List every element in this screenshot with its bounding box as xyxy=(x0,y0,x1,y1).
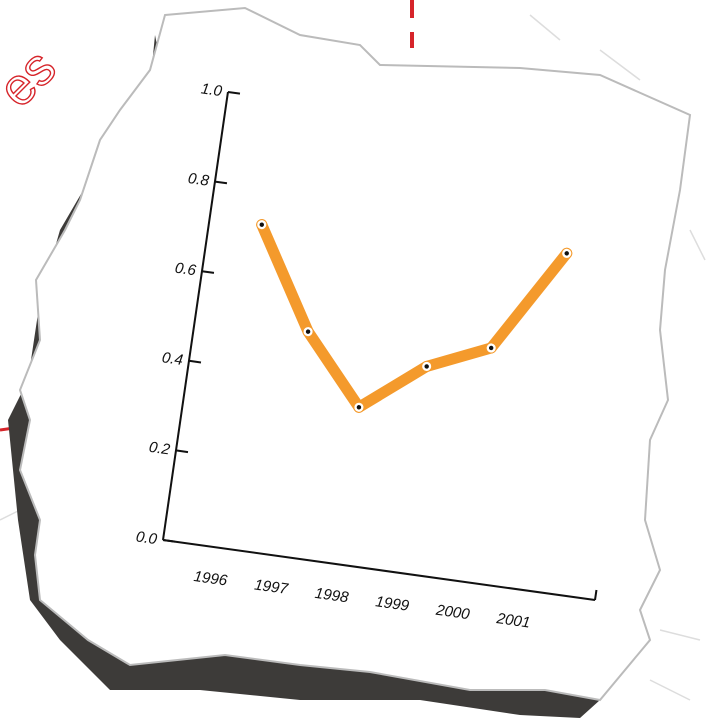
paper xyxy=(20,8,690,700)
y-tick-label: 0.0 xyxy=(135,528,159,548)
y-tick-label: 0.2 xyxy=(148,439,172,459)
y-tick-label: 0.8 xyxy=(187,170,211,190)
x-axis-end xyxy=(595,590,596,600)
page: es 0.00.20.40.60.81.01996199719981999200… xyxy=(0,0,707,723)
background-text: es xyxy=(0,39,67,119)
y-tick-label: 0.6 xyxy=(174,260,198,280)
y-tick-label: 1.0 xyxy=(200,80,224,100)
y-tick-label: 0.4 xyxy=(161,349,184,369)
